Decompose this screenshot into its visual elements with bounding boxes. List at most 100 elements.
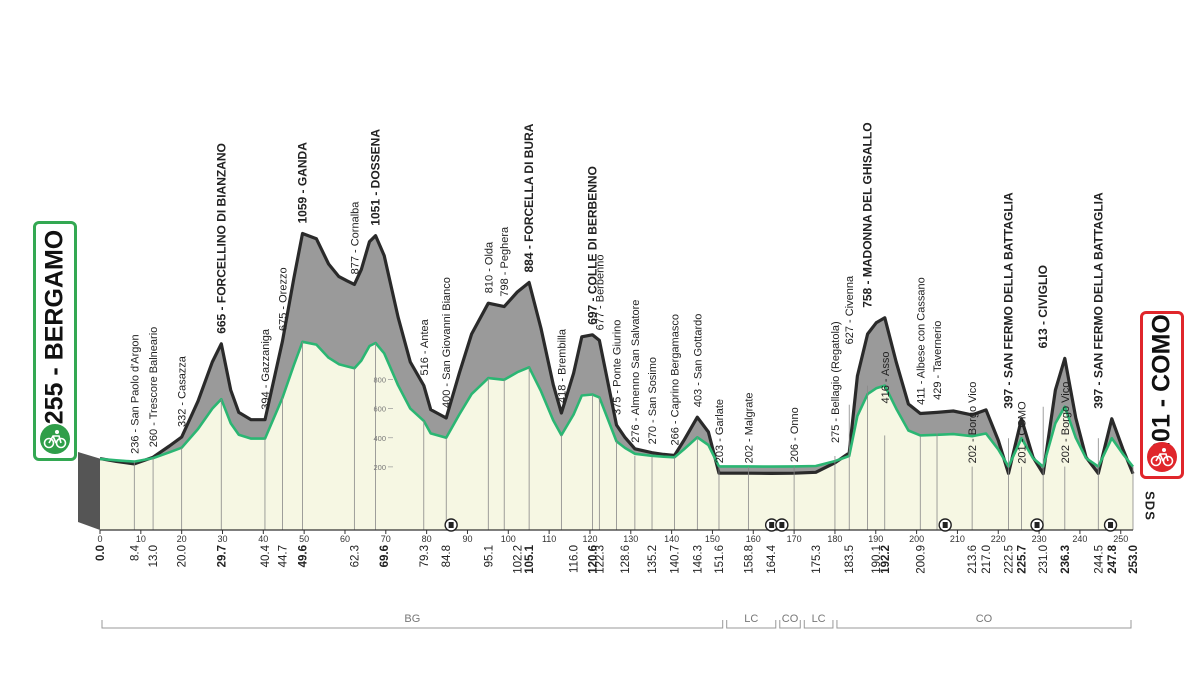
point-label: 202 - Malgrate: [743, 392, 755, 463]
km-mark-label: 175.3: [811, 545, 823, 574]
point-label: 877 - Cornalba: [349, 201, 361, 275]
km-mark-label: 222.5: [1004, 545, 1016, 574]
km-mark-label: 116.0: [569, 545, 581, 573]
province-bracket-line: [779, 620, 801, 629]
distance-axis-label: 130: [623, 534, 638, 544]
profile-ridge-line: [99, 231, 1135, 476]
province-label: CO: [976, 613, 993, 625]
tunnel-icon: [938, 518, 952, 532]
km-mark-label: 183.5: [844, 545, 856, 574]
brand-logo: SDS: [1143, 486, 1158, 526]
km-mark-label: 135.2: [647, 545, 659, 574]
distance-axis-label: 70: [381, 534, 391, 544]
point-label: 203 - Garlate: [714, 399, 726, 463]
altitude-tick-label: 600: [373, 405, 386, 414]
finish-cyclist-icon: [1147, 442, 1177, 472]
province-bracket: CO: [779, 613, 801, 629]
km-mark-label: 247.8: [1107, 544, 1119, 573]
km-mark-label: 102.2: [512, 545, 524, 574]
altitude-tick-label: 800: [373, 376, 386, 385]
province-bracket-line: [101, 620, 724, 629]
point-label: 270 - San Sosimo: [647, 357, 659, 444]
tunnel-icon-portal: [448, 522, 454, 528]
km-mark-label: 120.6: [587, 545, 599, 574]
km-mark-label: 151.6: [714, 545, 726, 574]
point-label: 260 - Trescore Balneario: [148, 327, 160, 447]
point-label: 403 - San Gottardo: [692, 314, 704, 408]
km-mark-label: 158.8: [743, 545, 755, 574]
point-label: 394 - Gazzaniga: [260, 328, 272, 410]
distance-axis-label: 230: [1032, 534, 1047, 544]
altitude-tick-label: 400: [373, 434, 386, 443]
distance-axis-label: 160: [746, 534, 761, 544]
altitude-tick-label: 200: [373, 463, 386, 472]
province-bracket-line: [803, 620, 834, 629]
distance-axis-label: 240: [1072, 534, 1087, 544]
tunnel-icon: [764, 518, 779, 532]
point-label: 416 - Asso: [880, 352, 892, 404]
point-label: 675 - Orezzo: [278, 267, 290, 331]
tunnel-icon-portal: [769, 522, 775, 528]
point-label: 206 - Onno: [789, 407, 801, 462]
point-label: 613 - CIVIGLIO: [1036, 265, 1050, 348]
point-label: 516 - Antea: [419, 318, 431, 375]
point-label: 798 - Peghera: [499, 226, 511, 297]
km-mark-label: 192.2: [880, 545, 892, 574]
profile-route-line: [99, 340, 1135, 468]
distance-axis-label: 50: [299, 534, 309, 544]
point-label: 236 - San Paolo d'Argon: [129, 334, 141, 454]
km-mark-label: 128.6: [620, 545, 632, 574]
finish-label: 201 - COMO: [1148, 314, 1177, 456]
km-mark-label: 40.4: [260, 544, 272, 567]
km-mark-label: 253.0: [1128, 545, 1140, 574]
km-mark-label: 225.7: [1017, 545, 1029, 574]
tunnel-icon-portal: [1108, 522, 1114, 528]
distance-axis-label: 210: [950, 534, 965, 544]
km-mark-label: 95.1: [483, 545, 495, 567]
tunnel-icon: [444, 518, 458, 532]
km-mark-label: 231.0: [1038, 545, 1050, 574]
point-label: 400 - San Giovanni Bianco: [441, 277, 453, 408]
profile-relief-band: [100, 233, 1133, 474]
km-mark-label: 44.7: [278, 545, 290, 567]
distance-axis-label: 60: [340, 534, 350, 544]
point-label: 375 - Ponte Giurino: [612, 320, 624, 415]
tunnel-icon: [775, 518, 789, 532]
distance-axis-label: 90: [462, 534, 472, 544]
km-mark-label: 79.3: [419, 545, 431, 567]
km-mark-label: 84.8: [441, 545, 453, 567]
profile-base-area: [100, 341, 1133, 530]
distance-axis-label: 10: [136, 534, 146, 544]
point-label: 276 - Almenno San Salvatore: [630, 300, 642, 443]
point-label: 758 - MADONNA DEL GHISALLO: [861, 122, 875, 307]
km-mark-label: 29.7: [216, 545, 228, 567]
km-mark-label: 62.3: [349, 545, 361, 567]
tunnel-icon-portal: [779, 522, 785, 528]
distance-axis-label: 100: [501, 534, 516, 544]
province-bracket-line: [836, 620, 1132, 629]
km-mark-label: 49.6: [298, 545, 310, 567]
distance-axis-label: 220: [991, 534, 1006, 544]
point-label: 665 - FORCELLINO DI BIANZANO: [214, 143, 228, 334]
km-mark-label: 244.5: [1093, 545, 1105, 574]
province-label: LC: [744, 613, 758, 625]
province-label: LC: [812, 613, 826, 625]
province-label: CO: [782, 613, 799, 625]
distance-axis-label: 150: [705, 534, 720, 544]
distance-axis-label: 20: [177, 534, 187, 544]
start-label: 255 - BERGAMO: [41, 230, 70, 425]
tunnel-icon-portal: [942, 522, 948, 528]
point-label: 1059 - GANDA: [296, 142, 310, 224]
point-label: 397 - SAN FERMO DELLA BATTAGLIA: [1002, 192, 1016, 409]
distance-axis-label: 40: [258, 534, 268, 544]
km-mark-label: 200.9: [915, 545, 927, 574]
point-label: 275 - Bellagio (Regatola): [830, 321, 842, 443]
finish-separator: -: [1147, 392, 1176, 408]
tunnel-icon: [1030, 518, 1044, 532]
point-label: 627 - Civenna: [844, 275, 856, 344]
km-mark-label: 13.0: [148, 545, 160, 567]
province-bracket: LC: [726, 613, 777, 629]
point-label: 266 - Caprino Bergamasco: [670, 314, 682, 445]
